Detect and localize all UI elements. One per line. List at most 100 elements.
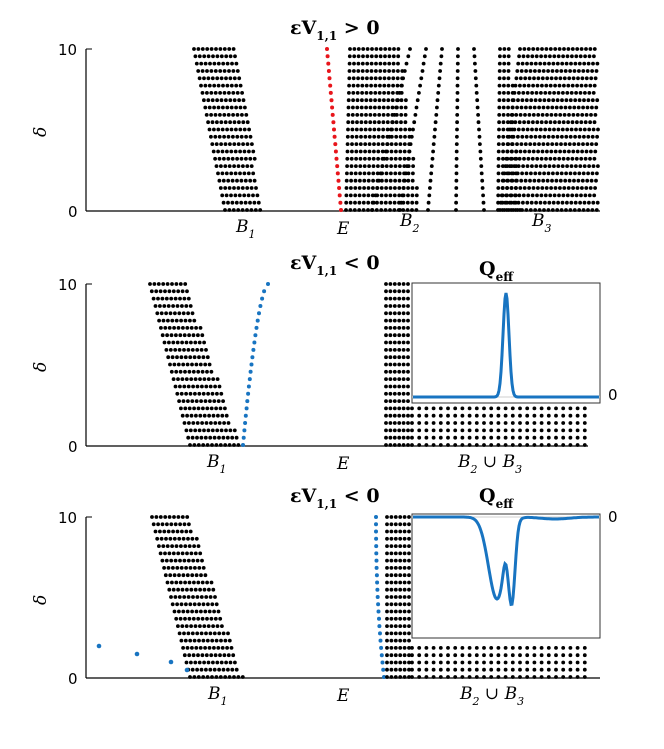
band-b1-dot (201, 443, 206, 447)
band-b23-dot (392, 355, 397, 360)
band-b2-dot (378, 69, 383, 73)
band-b1-dot (218, 91, 223, 95)
band-b1-dot (236, 208, 241, 212)
band-b1-dot (189, 587, 194, 592)
band-b1-dot (209, 406, 214, 411)
band-b1-dot (219, 98, 224, 103)
band-b23-dot (385, 675, 389, 679)
band-b23-dot (407, 624, 411, 628)
band-b3-dot (551, 61, 556, 66)
band-b23-dot (518, 413, 522, 418)
band-b1-dot (189, 340, 193, 345)
band-b3-dot (521, 193, 526, 198)
band-b1-dot (204, 653, 209, 658)
band-b3-dot (588, 120, 592, 125)
band-b23-dot (393, 551, 398, 556)
band-b23-dot (424, 653, 429, 658)
band-b2-dot (436, 83, 441, 88)
band-b23-dot (392, 428, 397, 433)
band-b1-dot (246, 171, 251, 176)
band-b1-dot (176, 587, 181, 592)
band-b1-dot (189, 413, 194, 418)
band-b1-dot (250, 142, 254, 147)
band-b1-dot (248, 134, 253, 139)
band-b23-dot (397, 421, 402, 425)
band-b1-dot (223, 638, 228, 643)
band-b2-dot (479, 164, 484, 169)
band-b23-dot (402, 609, 407, 614)
band-b23-dot (554, 435, 558, 440)
panel-bottom-inset-title: Qeff (479, 485, 514, 511)
band-b23-dot (489, 443, 494, 447)
band-b23-dot (388, 443, 393, 447)
band-b1-dot (184, 660, 189, 665)
band-b23-dot (539, 646, 544, 650)
band-b1-dot (207, 362, 212, 367)
band-b2-dot (398, 208, 402, 212)
band-b23-dot (503, 646, 508, 650)
panel-bottom-xlabel-b23: B2 ∪ B3 (459, 684, 524, 708)
band-b1-dot (231, 91, 236, 95)
band-b23-dot (389, 522, 394, 527)
band-b23-dot (384, 443, 388, 447)
band-b1-dot (229, 83, 234, 88)
band-b3-dot (500, 186, 505, 190)
band-b23-dot (525, 675, 530, 679)
band-b1-dot (198, 551, 203, 556)
band-b2-dot (402, 178, 407, 183)
band-b1-dot (154, 515, 159, 519)
band-b1-dot (209, 653, 214, 658)
band-b3-dot (514, 178, 519, 183)
band-b3-dot (563, 69, 568, 73)
band-b1-dot (169, 296, 174, 301)
band-b3-dot (574, 156, 579, 161)
band-b23-dot (401, 399, 406, 403)
band-b23-dot (393, 660, 398, 665)
band-b1-dot (181, 536, 186, 541)
band-b2-dot (380, 178, 384, 183)
band-b1-dot (215, 428, 220, 433)
band-b23-dot (393, 544, 398, 548)
band-b3-dot (584, 76, 589, 81)
band-b23-dot (438, 667, 443, 672)
band-b1-dot (191, 421, 196, 425)
band-b1-dot (222, 156, 226, 161)
band-b3-dot (528, 69, 533, 73)
band-b23-dot (407, 515, 411, 519)
band-b23-dot (410, 406, 414, 411)
band-b1-dot (219, 120, 224, 125)
band-b2-dot (409, 134, 414, 139)
band-b23-dot (384, 289, 388, 294)
band-b1-dot (192, 406, 197, 411)
band-b1-dot (253, 208, 258, 212)
band-b2-dot (455, 127, 459, 132)
panel-top-xlabel-b3: B3 (531, 211, 552, 235)
band-b2-dot (378, 61, 383, 66)
band-b23-dot (397, 362, 402, 367)
band-b3-dot (545, 76, 550, 81)
panel-top-ylabel: δ (31, 127, 51, 137)
band-b3-dot (531, 83, 535, 88)
band-b23-dot (424, 421, 429, 425)
band-b1-dot (176, 551, 181, 556)
band-b2-dot (391, 83, 395, 88)
band-b3-dot (548, 193, 553, 198)
band-b2-dot (381, 127, 386, 132)
band-b23-dot (389, 580, 394, 585)
band-b1-dot (219, 54, 224, 59)
band-b23-dot (402, 667, 407, 672)
band-b1-dot (189, 660, 193, 665)
band-b3-dot (514, 76, 519, 81)
band-b3-dot (574, 54, 579, 59)
defect-mode-dot (374, 529, 378, 534)
band-b3-dot (570, 47, 575, 51)
band-b3-dot (582, 98, 586, 103)
band-b1-dot (162, 304, 167, 308)
band-b23-dot (402, 558, 407, 563)
defect-mode-dot (134, 651, 140, 657)
band-b3-dot (512, 200, 516, 205)
band-b1-dot (196, 333, 200, 338)
band-b1-dot (223, 208, 227, 212)
band-b23-dot (554, 421, 558, 425)
band-b23-dot (525, 667, 530, 672)
